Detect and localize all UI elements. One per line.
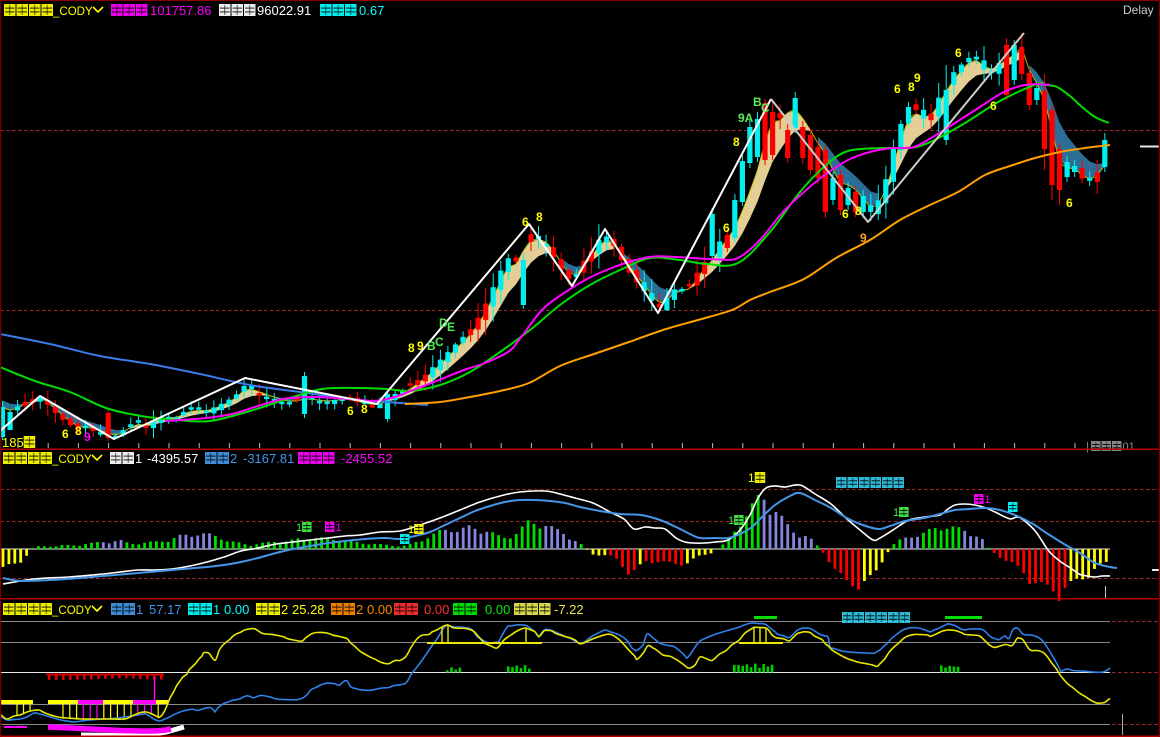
svg-text:6: 6 [894, 82, 901, 96]
svg-text:|: | [1086, 441, 1089, 453]
svg-text:-7.22: -7.22 [554, 602, 584, 617]
svg-text:6: 6 [522, 215, 529, 229]
svg-text:0.00: 0.00 [424, 602, 449, 617]
svg-text:6: 6 [723, 221, 730, 235]
svg-text:6: 6 [1066, 196, 1073, 210]
svg-text:8: 8 [536, 210, 543, 224]
svg-text:185: 185 [2, 435, 24, 450]
svg-text:8: 8 [75, 424, 82, 438]
svg-text:2: 2 [281, 602, 288, 617]
svg-text:0.00: 0.00 [224, 602, 249, 617]
svg-text:2: 2 [356, 602, 363, 617]
svg-text:0.00: 0.00 [485, 602, 510, 617]
svg-text:8: 8 [733, 135, 740, 149]
svg-text:01: 01 [1123, 441, 1135, 453]
svg-text:57.17: 57.17 [149, 602, 182, 617]
svg-text:9: 9 [417, 339, 424, 353]
svg-text:C: C [761, 101, 770, 115]
svg-text:1: 1 [408, 524, 414, 536]
svg-text:8: 8 [361, 402, 368, 416]
svg-text:6: 6 [347, 404, 354, 418]
svg-text:6: 6 [955, 46, 962, 60]
svg-text:1: 1 [985, 494, 991, 506]
svg-text:96022.91: 96022.91 [257, 3, 311, 18]
svg-text:1: 1 [336, 522, 342, 534]
svg-text:8: 8 [908, 80, 915, 94]
svg-text:6: 6 [62, 427, 69, 441]
svg-text:2: 2 [230, 451, 237, 466]
svg-text:1: 1 [728, 515, 734, 527]
svg-text:Delay: Delay [1123, 3, 1154, 17]
svg-text:8: 8 [408, 341, 415, 355]
svg-text:1: 1 [136, 602, 143, 617]
svg-text:9: 9 [860, 231, 867, 245]
svg-text:9: 9 [84, 430, 91, 444]
svg-text:-2455.52: -2455.52 [341, 451, 392, 466]
svg-text:B: B [753, 95, 762, 109]
svg-text:6: 6 [990, 99, 997, 113]
svg-text:101757.86: 101757.86 [150, 3, 211, 18]
svg-text:E: E [447, 320, 455, 334]
svg-text:1: 1 [893, 507, 899, 519]
svg-text:9: 9 [914, 71, 921, 85]
svg-text:1: 1 [296, 522, 302, 534]
svg-text:-3167.81: -3167.81 [243, 451, 294, 466]
svg-text:1: 1 [135, 451, 142, 466]
svg-text:C: C [435, 335, 444, 349]
svg-text:8: 8 [855, 204, 862, 218]
svg-text:-4395.57: -4395.57 [147, 451, 198, 466]
svg-text:1: 1 [213, 602, 220, 617]
svg-text:_CODY: _CODY [51, 454, 92, 466]
svg-text:D: D [439, 316, 448, 330]
svg-text:_CODY: _CODY [51, 605, 92, 617]
svg-text:25.28: 25.28 [292, 602, 325, 617]
svg-text:_CODY: _CODY [52, 6, 93, 18]
svg-text:1: 1 [748, 471, 755, 485]
svg-text:B: B [427, 339, 436, 353]
svg-text:6: 6 [842, 207, 849, 221]
svg-text:0.67: 0.67 [359, 3, 384, 18]
svg-text:0.00: 0.00 [367, 602, 392, 617]
svg-text:9A: 9A [738, 111, 754, 125]
